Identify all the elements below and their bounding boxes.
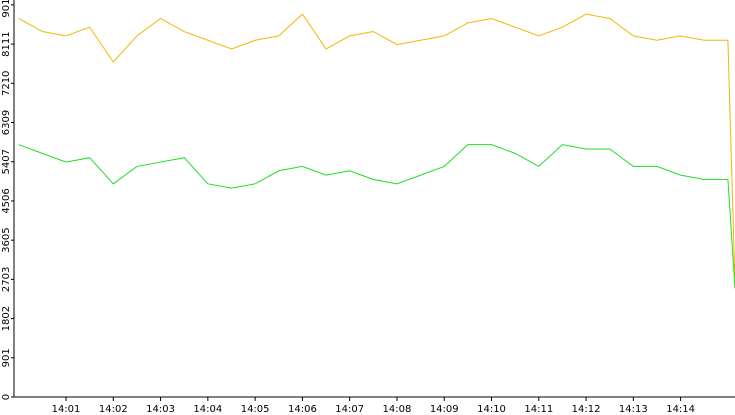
y-tick-label: 1802 bbox=[1, 306, 12, 331]
y-tick-label: 5407 bbox=[1, 149, 12, 174]
x-tick-label: 14:04 bbox=[193, 404, 222, 415]
x-tick-label: 14:14 bbox=[666, 404, 695, 415]
y-tick-label: 9013 bbox=[1, 0, 12, 18]
y-tick-label: 3605 bbox=[1, 227, 12, 252]
line bbox=[18, 13, 735, 284]
x-tick-label: 14:11 bbox=[524, 404, 553, 415]
x-tick-label: 14:12 bbox=[572, 404, 601, 415]
y-tick-label: 6309 bbox=[1, 110, 12, 135]
x-tick-label: 14:07 bbox=[335, 404, 364, 415]
x-tick-label: 14:10 bbox=[477, 404, 506, 415]
y-tick-label: 2703 bbox=[1, 267, 12, 292]
x-tick-label: 14:02 bbox=[99, 404, 128, 415]
x-tick-label: 14:08 bbox=[383, 404, 412, 415]
y-tick-label: 901 bbox=[1, 348, 12, 367]
x-tick-label: 14:06 bbox=[288, 404, 317, 415]
x-tick-label: 14:03 bbox=[146, 404, 175, 415]
x-tick-label: 14:01 bbox=[52, 404, 81, 415]
y-tick-label: 0 bbox=[1, 394, 12, 400]
x-tick-label: 14:09 bbox=[430, 404, 459, 415]
x-tick-label: 14:13 bbox=[619, 404, 648, 415]
x-tick-label: 14:05 bbox=[241, 404, 270, 415]
y-tick-label: 7210 bbox=[1, 71, 12, 96]
line bbox=[18, 144, 735, 289]
y-tick-label: 8111 bbox=[1, 31, 12, 56]
y-tick-label: 4506 bbox=[1, 188, 12, 213]
